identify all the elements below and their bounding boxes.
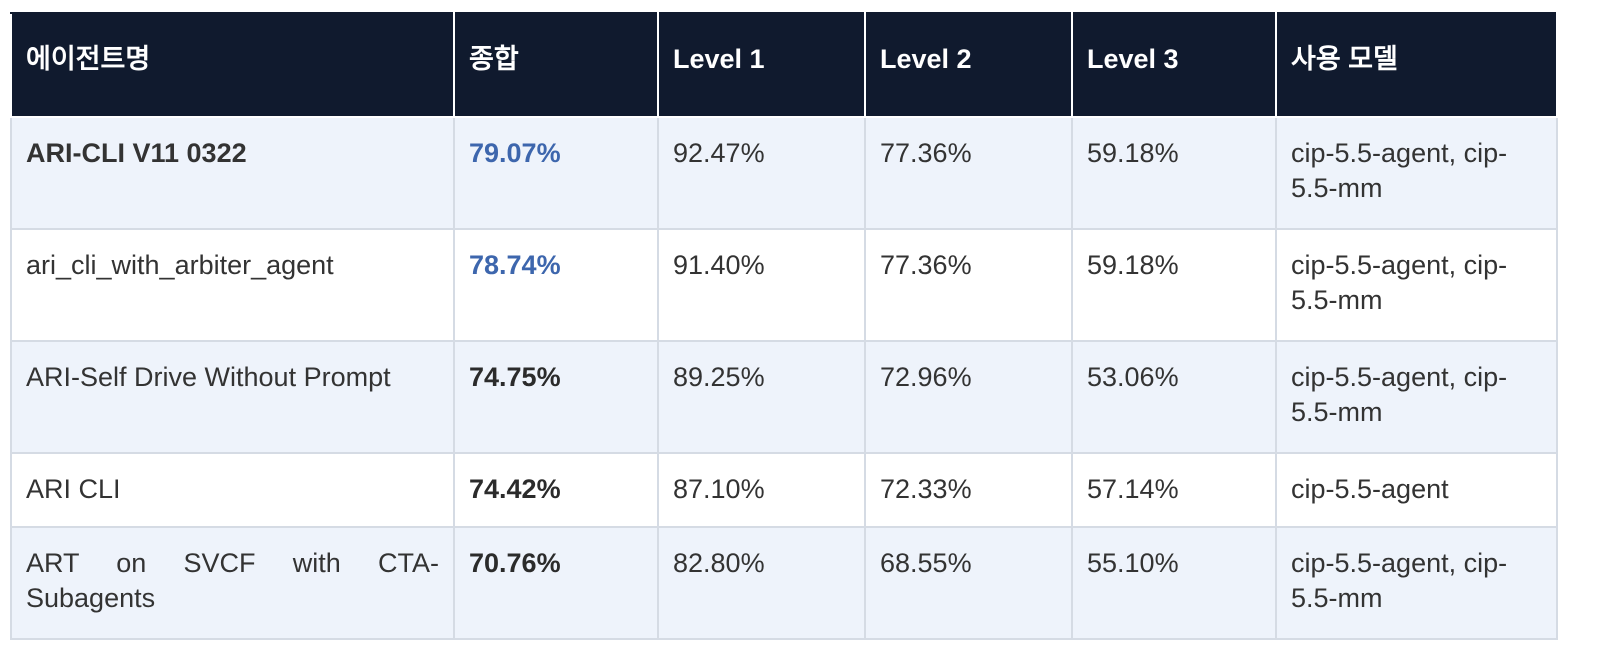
table-cell: 79.07% (453, 116, 659, 230)
table-row: ARI-Self Drive Without Prompt 74.75% 89.25… (10, 340, 1558, 454)
table-body: ARI-CLI V11 0322 79.07% 92.47% 77.36% 59.18%… (10, 116, 1558, 640)
table-cell: 53.06% (1071, 340, 1277, 454)
table-cell: 72.33% (864, 452, 1073, 528)
table-cell: ari_cli_with_arbiter_agent (10, 228, 455, 342)
header-row: 에이전트명 종합 Level 1 Level 2 Level 3 사용 모델 (10, 12, 1558, 118)
table-cell: 55.10% (1071, 526, 1277, 640)
header-cell: 종합 (453, 12, 659, 118)
results-table: 에이전트명 종합 Level 1 Level 2 Level 3 사용 모델 ARI-CL… (10, 12, 1558, 640)
table-cell: 77.36% (864, 116, 1073, 230)
table-cell: ART on SVCF with CTA-Subagents (10, 526, 455, 640)
table-cell: 91.40% (657, 228, 866, 342)
header-cell: 에이전트명 (10, 12, 455, 118)
table-cell: cip-5.5-agent, cip-5.5-mm (1275, 228, 1558, 342)
table-row: ari_cli_with_arbiter_agent 78.74% 91.40% 77… (10, 228, 1558, 342)
table-row: ARI CLI 74.42% 87.10% 72.33% 57.14% cip-5.5-a… (10, 452, 1558, 528)
table-cell: 74.75% (453, 340, 659, 454)
table-cell: 57.14% (1071, 452, 1277, 528)
header-cell: Level 3 (1071, 12, 1277, 118)
table-cell: 59.18% (1071, 228, 1277, 342)
table-cell: 78.74% (453, 228, 659, 342)
table-cell: cip-5.5-agent, cip-5.5-mm (1275, 526, 1558, 640)
table-cell: ARI CLI (10, 452, 455, 528)
table-cell: cip-5.5-agent, cip-5.5-mm (1275, 116, 1558, 230)
table-cell: ARI-Self Drive Without Prompt (10, 340, 455, 454)
table-cell: 74.42% (453, 452, 659, 528)
table-cell: ARI-CLI V11 0322 (10, 116, 455, 230)
table-cell: 92.47% (657, 116, 866, 230)
table-cell: 82.80% (657, 526, 866, 640)
table-row: ART on SVCF with CTA-Subagents 70.76% 82.8… (10, 526, 1558, 640)
table-cell: 70.76% (453, 526, 659, 640)
table-cell: 59.18% (1071, 116, 1277, 230)
table-cell: 68.55% (864, 526, 1073, 640)
table-cell: cip-5.5-agent, cip-5.5-mm (1275, 340, 1558, 454)
table-header: 에이전트명 종합 Level 1 Level 2 Level 3 사용 모델 (10, 12, 1558, 118)
table-cell: 72.96% (864, 340, 1073, 454)
header-cell: Level 2 (864, 12, 1073, 118)
table-cell: cip-5.5-agent (1275, 452, 1558, 528)
table-row: ARI-CLI V11 0322 79.07% 92.47% 77.36% 59.18%… (10, 116, 1558, 230)
table-cell: 89.25% (657, 340, 866, 454)
header-cell: 사용 모델 (1275, 12, 1558, 118)
table-cell: 77.36% (864, 228, 1073, 342)
header-cell: Level 1 (657, 12, 866, 118)
table-cell: 87.10% (657, 452, 866, 528)
